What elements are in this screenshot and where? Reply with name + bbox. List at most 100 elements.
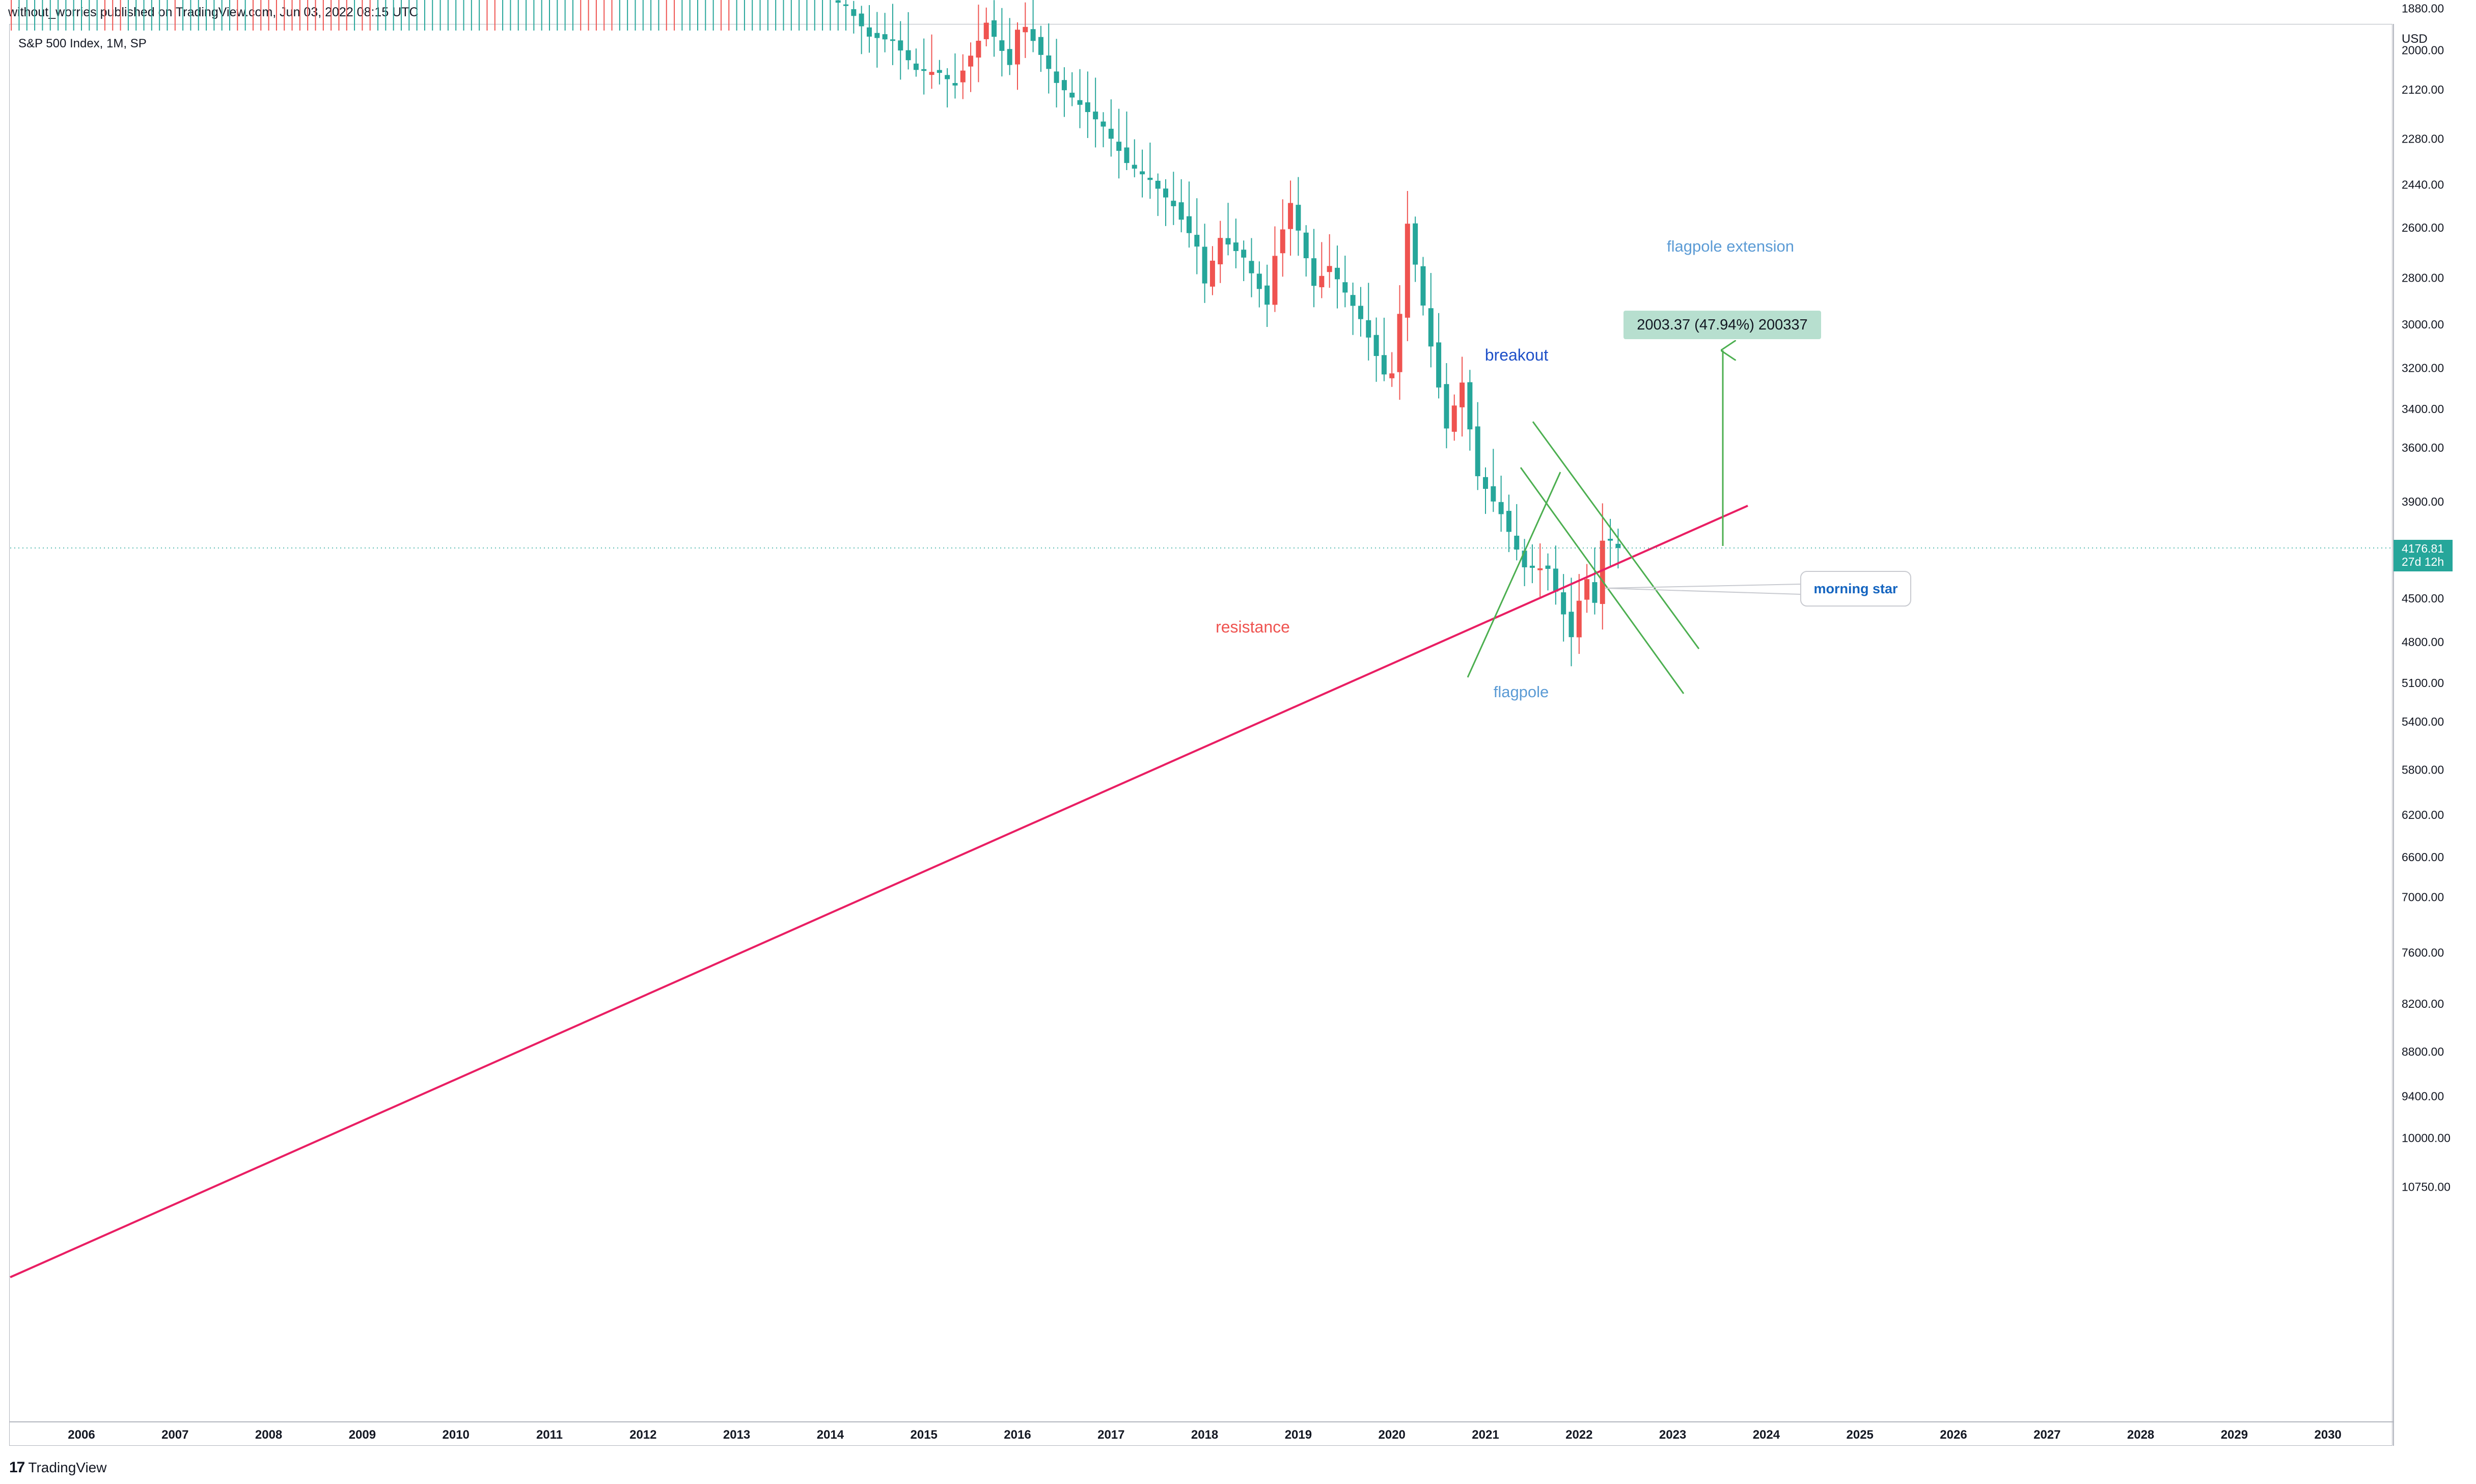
candle-body [1319,276,1325,288]
tradingview-logo[interactable]: 17 TradingView [9,1458,106,1478]
price-axis-label: 2120.00 [2402,83,2444,96]
candle-body [866,27,872,37]
candle-body [992,20,997,37]
price-axis-label: 2280.00 [2402,132,2444,146]
candle-body [1444,384,1449,429]
candle-body [1389,373,1395,378]
candle-body [1311,258,1317,286]
candle-body [1288,203,1294,229]
candle-body [1124,147,1130,163]
candle-body [952,83,958,86]
candle-body [1584,579,1590,600]
price-axis-label: 6600.00 [2402,850,2444,864]
price-axis-label: 3900.00 [2402,495,2444,508]
candle-body [1413,223,1418,265]
tradingview-wordmark: TradingView [28,1460,107,1475]
time-axis-label: 2011 [536,1428,563,1442]
candle-body [1545,565,1551,569]
morning-star-label: morning star [1813,581,1898,596]
last-price-value: 4176.81 [2402,542,2444,555]
candle-body [1342,282,1348,293]
chart-pane[interactable] [9,24,2392,1446]
price-axis-label: 10000.00 [2402,1132,2451,1145]
time-axis[interactable]: 2006 2007 2008 2009 2010 2011 2012 2013 2014 2015… [9,1421,2394,1442]
morning-star-callout-box[interactable] [1800,571,1911,607]
candle-body [890,39,895,41]
price-axis-label: 5100.00 [2402,676,2444,690]
candle-body [1303,232,1309,259]
candle-body [1381,355,1387,375]
drawings: morning star 2003.37 (47.94%) 200337 fla… [10,237,1911,1278]
candle-body [1101,121,1106,127]
candle-body [1514,535,1520,550]
candle-body [1280,229,1285,254]
candle-body [1061,80,1067,91]
price-axis-labels: 10750.00 10000.00 9400.00 8800.00 8200.00 760… [2402,2,2451,1194]
candle-body [874,33,880,38]
candle-body [1218,238,1223,265]
time-axis-label: 2023 [1659,1428,1686,1442]
time-axis-label: 2013 [723,1428,750,1442]
resistance-trendline[interactable] [10,505,1748,1278]
candle-body [983,22,989,39]
price-axis-label: 3200.00 [2402,361,2444,374]
candle-body [1233,242,1239,251]
time-axis-label: 2008 [255,1428,282,1442]
candle-body [1569,612,1574,638]
price-axis-label: 2600.00 [2402,221,2444,234]
candle-body [1498,502,1504,514]
candle-body [1209,260,1215,287]
candle-body [1467,382,1473,430]
time-axis-label: 2030 [2315,1428,2342,1442]
time-axis-label: 2025 [1847,1428,1874,1442]
flag-channel-lower[interactable] [1520,467,1685,694]
time-axis-label: 2012 [629,1428,656,1442]
candle-body [1171,201,1176,206]
flagpole-line[interactable] [1467,472,1561,678]
price-axis-label: 6200.00 [2402,808,2444,821]
candle-body [1256,273,1262,289]
candle-body [1155,180,1161,189]
candle-body [1483,477,1488,489]
candle-body [843,4,849,6]
measure-label-box[interactable] [1624,311,1821,339]
flagpole-label: flagpole [1494,683,1549,701]
candle-body [1529,565,1535,568]
time-axis-label: 2020 [1379,1428,1406,1442]
candle-body [1054,71,1059,83]
resistance-label: resistance [1216,618,1290,636]
candle-body [1491,486,1496,502]
symbol-legend[interactable]: S&P 500 Index, 1M, SP [18,37,147,50]
candle-body [1334,267,1340,280]
candle-body [960,70,966,83]
candle-body [1132,164,1137,169]
flag-channel-upper[interactable] [1532,421,1700,649]
currency-label: USD [2402,32,2428,46]
candle-body [999,40,1005,51]
price-axis-label: 5400.00 [2402,715,2444,728]
candle-body [921,69,927,71]
time-axis-label: 2016 [1004,1428,1031,1442]
price-axis-label: 2440.00 [2402,178,2444,191]
candle-body [1272,256,1278,305]
candle-body [1615,543,1621,548]
time-axis-label: 2029 [2221,1428,2248,1442]
candle-body [1007,49,1012,65]
price-axis-label: 4500.00 [2402,592,2444,605]
candle-body [1194,235,1200,247]
time-axis-label: 2021 [1472,1428,1499,1442]
price-axis-label: 10750.00 [2402,1180,2451,1194]
candle-body [1030,29,1036,41]
time-axis-label: 2018 [1191,1428,1218,1442]
tradingview-logo-icon: 17 [9,1459,25,1476]
candle-body [937,70,942,73]
price-axis[interactable]: USD 10750.00 10000.00 9400.00 8800.00 8200.0… [2393,0,2453,1446]
candle-body [1451,405,1457,432]
candle-body [1186,216,1192,233]
candle-body [1506,511,1511,532]
candle-body [1264,285,1270,305]
price-axis-label: 9400.00 [2402,1089,2444,1103]
candle-body [1358,306,1363,319]
time-axis-labels: 2006 2007 2008 2009 2010 2011 2012 2013 2014 2015… [68,1428,2342,1442]
